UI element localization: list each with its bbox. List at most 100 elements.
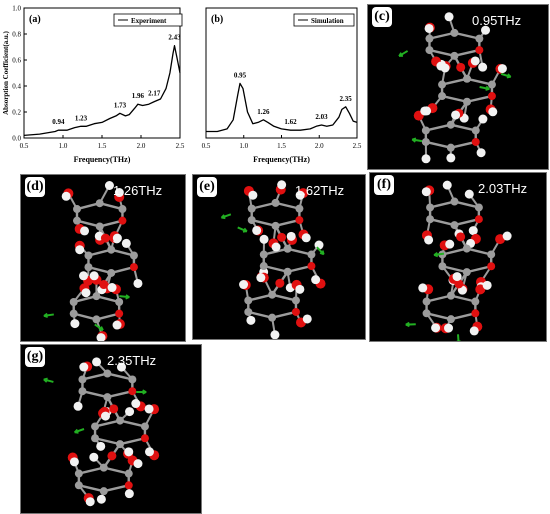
oxygen-atom: [475, 46, 484, 55]
bond: [442, 265, 468, 274]
vector-arrowhead: [220, 214, 226, 220]
x-tick-label: 1.0: [59, 142, 68, 150]
carbon-atom: [268, 313, 277, 322]
bond: [103, 466, 130, 475]
carbon-atom: [487, 80, 496, 89]
x-tick-label: 2.5: [176, 142, 185, 150]
legend-label: Experiment: [131, 17, 167, 25]
bond: [94, 437, 121, 446]
carbon-atom: [103, 369, 112, 378]
oxygen-atom: [471, 137, 480, 146]
carbon-atom: [91, 434, 100, 443]
hydrogen-atom: [61, 191, 71, 201]
vector-arrowhead: [405, 321, 410, 328]
y-axis-label: Absorption Coefficient(a.u.): [2, 30, 10, 114]
oxygen-atom: [474, 215, 483, 224]
frequency-label: 1.26THz: [113, 183, 163, 198]
molecule-panel-d: (d) 1.26THz: [20, 174, 186, 342]
bond: [426, 294, 452, 303]
hydrogen-atom: [444, 12, 454, 22]
vibration-vectors: [398, 50, 512, 143]
panel-label: (a): [29, 14, 41, 25]
bond: [450, 123, 477, 132]
peak-label: 1.96: [132, 92, 145, 100]
carbon-atom: [72, 216, 81, 225]
legend-label: Simulation: [311, 17, 344, 25]
oxygen-atom: [307, 262, 316, 271]
panel-label: (f): [374, 175, 394, 195]
frequency-label: 2.03THz: [478, 181, 528, 196]
molecule-structure: [398, 12, 512, 164]
hydrogen-atom: [464, 189, 474, 199]
carbon-atom: [69, 297, 78, 306]
hydrogen-atom: [116, 362, 126, 372]
bond: [78, 484, 105, 493]
hydrogen-atom: [131, 399, 141, 409]
hydrogen-atom: [252, 225, 262, 235]
bond: [442, 247, 468, 256]
peak-label: 1.26: [257, 108, 270, 116]
bond: [78, 466, 105, 475]
carbon-atom: [446, 143, 455, 152]
molecule-structure: [220, 180, 326, 339]
hydrogen-atom: [112, 233, 122, 243]
carbon-atom: [421, 137, 430, 146]
carbon-atom: [91, 422, 100, 431]
carbon-atom: [95, 222, 104, 231]
carbon-atom: [475, 34, 484, 43]
bond: [441, 94, 468, 103]
hydrogen-atom: [481, 25, 491, 35]
molecule-panel-c: (c) 0.95THz: [367, 4, 549, 170]
x-tick-label: 2.5: [353, 142, 362, 150]
hydrogen-atom: [478, 114, 488, 124]
hydrogen-atom: [444, 323, 454, 333]
hydrogen-atom: [420, 106, 430, 116]
carbon-atom: [438, 92, 447, 101]
hydrogen-atom: [81, 288, 91, 298]
carbon-atom: [259, 262, 268, 271]
carbon-atom: [291, 296, 300, 305]
atoms: [67, 357, 160, 507]
vector-arrowhead: [398, 52, 404, 57]
carbon-atom: [140, 422, 149, 431]
oxygen-atom: [487, 92, 496, 101]
hydrogen-atom: [470, 56, 480, 66]
oxygen-atom: [471, 309, 480, 318]
hydrogen-atom: [421, 154, 431, 164]
bond: [429, 200, 455, 209]
carbon-atom: [69, 309, 78, 318]
carbon-atom: [450, 221, 459, 230]
oxygen-atom: [109, 404, 119, 414]
vector-arrowhead: [433, 252, 439, 258]
molecule-panel-f: (f) 2.03THz: [369, 172, 547, 342]
peak-label: 0.94: [52, 118, 65, 126]
carbon-atom: [92, 315, 101, 324]
x-axis-label: Frequency(THz): [253, 155, 310, 164]
carbon-atom: [446, 120, 455, 129]
hydrogen-atom: [478, 62, 488, 72]
bond: [441, 77, 468, 86]
atoms: [418, 180, 512, 336]
bond: [103, 484, 130, 493]
vector-arrowhead: [125, 294, 130, 300]
carbon-atom: [271, 221, 280, 230]
molecule-panel-g: (g) 2.35THz: [20, 344, 202, 514]
y-tick-label: 0.6: [12, 57, 21, 65]
carbon-atom: [425, 46, 434, 55]
hydrogen-atom: [96, 494, 106, 504]
carbon-atom: [72, 205, 81, 214]
hydrogen-atom: [75, 245, 85, 255]
bond: [107, 390, 133, 399]
bond: [263, 264, 288, 273]
hydrogen-atom: [104, 181, 114, 191]
bond: [450, 140, 477, 149]
oxygen-atom: [275, 278, 285, 288]
oxygen-atom: [128, 387, 137, 396]
vector-arrowhead: [242, 227, 248, 233]
hydrogen-atom: [246, 315, 256, 325]
peak-label: 0.95: [234, 71, 247, 79]
hydrogen-atom: [451, 110, 461, 120]
bond: [271, 293, 297, 302]
hydrogen-atom: [452, 272, 462, 282]
hydrogen-atom: [468, 226, 478, 236]
